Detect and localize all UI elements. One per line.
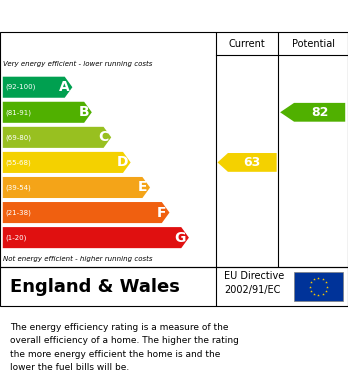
- Text: E: E: [138, 181, 147, 194]
- Text: Energy Efficiency Rating: Energy Efficiency Rating: [10, 9, 220, 24]
- Text: (81-91): (81-91): [5, 109, 31, 115]
- Text: D: D: [116, 155, 128, 169]
- Text: Very energy efficient - lower running costs: Very energy efficient - lower running co…: [3, 61, 153, 67]
- Polygon shape: [3, 77, 72, 98]
- Text: (55-68): (55-68): [5, 159, 31, 166]
- Polygon shape: [3, 227, 189, 248]
- Text: (69-80): (69-80): [5, 134, 31, 141]
- Polygon shape: [3, 202, 169, 223]
- Polygon shape: [3, 102, 92, 123]
- Text: C: C: [98, 130, 109, 144]
- Text: Not energy efficient - higher running costs: Not energy efficient - higher running co…: [3, 256, 153, 262]
- Text: (92-100): (92-100): [5, 84, 35, 90]
- Text: EU Directive
2002/91/EC: EU Directive 2002/91/EC: [224, 271, 285, 296]
- Text: F: F: [157, 206, 167, 220]
- Text: Current: Current: [229, 39, 266, 48]
- Text: Potential: Potential: [292, 39, 335, 48]
- Text: 82: 82: [311, 106, 328, 119]
- Text: B: B: [78, 105, 89, 119]
- Text: England & Wales: England & Wales: [10, 278, 180, 296]
- Polygon shape: [3, 127, 111, 148]
- Text: (21-38): (21-38): [5, 209, 31, 216]
- Text: The energy efficiency rating is a measure of the
overall efficiency of a home. T: The energy efficiency rating is a measur…: [10, 323, 239, 372]
- Polygon shape: [218, 153, 277, 172]
- Text: (39-54): (39-54): [5, 184, 31, 191]
- Text: (1-20): (1-20): [5, 234, 26, 241]
- FancyBboxPatch shape: [294, 272, 343, 301]
- Text: 63: 63: [244, 156, 261, 169]
- Text: A: A: [59, 80, 70, 94]
- Polygon shape: [3, 152, 130, 173]
- Polygon shape: [280, 103, 345, 122]
- Text: G: G: [175, 231, 186, 245]
- Polygon shape: [3, 177, 150, 198]
